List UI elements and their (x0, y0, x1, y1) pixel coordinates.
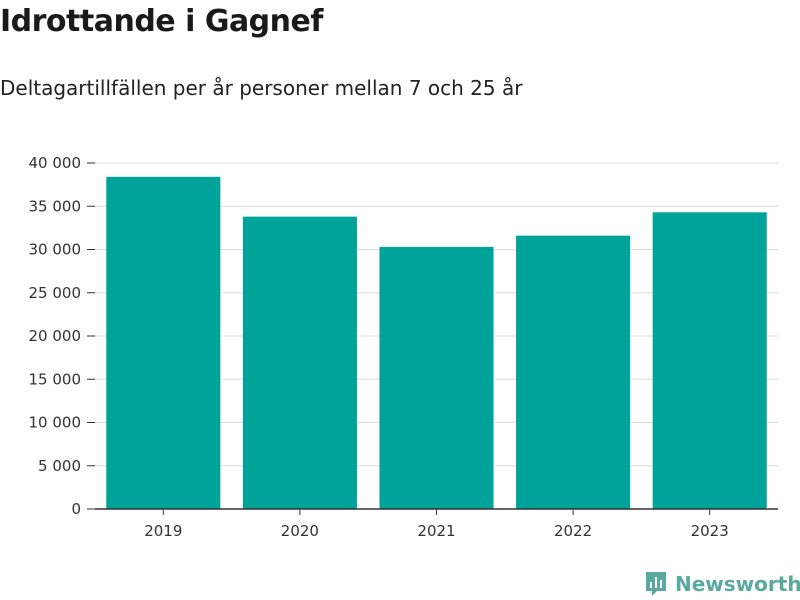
y-tick-label: 10 000 (29, 414, 82, 432)
y-tick-label: 5 000 (38, 457, 81, 475)
newsworthy-brand: Newsworthy (645, 568, 800, 600)
x-axis-ticks: 2019 2020 2021 2022 2023 (144, 509, 729, 540)
y-tick-label: 20 000 (29, 327, 82, 345)
bar-chart: 0 5 000 10 000 15 000 20 000 25 000 30 000 35 0… (29, 154, 778, 540)
bars (106, 176, 767, 509)
brand-label: Newsworthy (675, 572, 800, 596)
x-tick-label: 2020 (281, 522, 319, 540)
bar-2019 (106, 176, 221, 509)
y-tick-label: 25 000 (29, 284, 82, 302)
x-tick-label: 2021 (417, 522, 455, 540)
y-tick-label: 35 000 (29, 197, 82, 215)
y-tick-label: 15 000 (29, 370, 82, 388)
y-tick-label: 40 000 (29, 154, 82, 172)
y-tick-label: 0 (71, 500, 81, 518)
x-tick-label: 2023 (691, 522, 729, 540)
newsworthy-logo-icon (646, 572, 666, 596)
bar-2020 (242, 216, 357, 509)
bar-2021 (379, 246, 494, 509)
y-axis-ticks: 0 5 000 10 000 15 000 20 000 25 000 30 000 35 0… (29, 154, 95, 518)
x-tick-label: 2019 (144, 522, 182, 540)
bar-2022 (516, 235, 631, 509)
x-tick-label: 2022 (554, 522, 592, 540)
chart-subtitle: Deltagartillfällen per år personer mella… (0, 76, 523, 100)
y-tick-label: 30 000 (29, 241, 82, 259)
chart-title: Idrottande i Gagnef (0, 4, 323, 39)
bar-2023 (652, 212, 767, 509)
